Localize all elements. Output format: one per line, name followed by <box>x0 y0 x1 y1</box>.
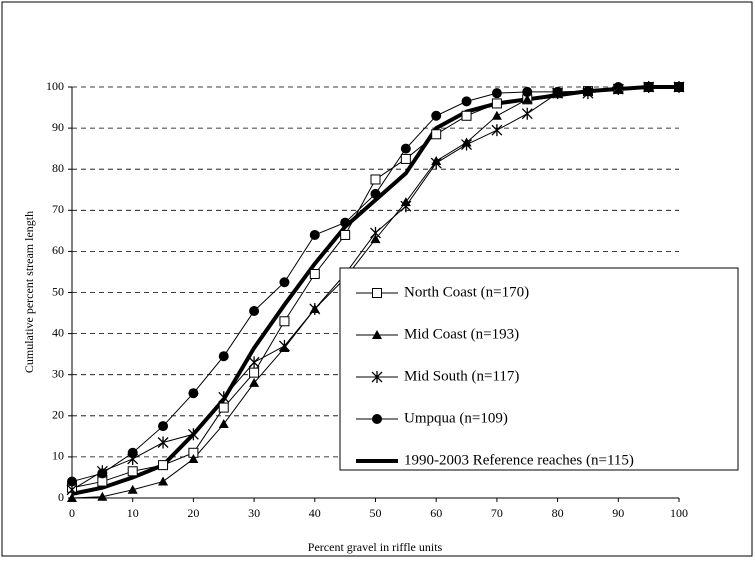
legend-label: Umpqua (n=109) <box>404 410 508 426</box>
marker <box>491 124 503 137</box>
marker <box>249 305 260 316</box>
marker <box>218 391 230 404</box>
marker <box>97 476 108 487</box>
y-tick-label: 0 <box>58 490 64 504</box>
y-tick-label: 70 <box>52 202 64 216</box>
marker <box>400 200 412 213</box>
marker <box>430 157 442 170</box>
marker <box>97 491 108 501</box>
marker <box>278 339 290 352</box>
marker <box>372 288 382 298</box>
marker <box>309 302 321 315</box>
x-axis-title: Percent gravel in riffle units <box>308 540 443 554</box>
marker <box>491 98 502 109</box>
y-tick-label: 50 <box>52 284 64 298</box>
x-tick-label: 50 <box>370 506 382 520</box>
x-tick-label: 0 <box>69 506 75 520</box>
x-tick-label: 10 <box>127 506 139 520</box>
marker <box>158 476 169 486</box>
marker <box>461 138 473 151</box>
series-line <box>71 85 679 496</box>
x-tick-label: 70 <box>491 506 503 520</box>
marker <box>158 460 169 471</box>
marker <box>370 188 381 199</box>
marker <box>461 96 472 107</box>
marker <box>218 351 229 362</box>
legend-box <box>339 267 739 471</box>
marker <box>400 153 411 164</box>
marker <box>491 88 502 99</box>
marker <box>67 493 77 502</box>
marker <box>370 174 381 185</box>
marker <box>521 107 533 120</box>
marker <box>309 269 320 280</box>
marker <box>309 229 320 240</box>
marker <box>522 86 533 97</box>
marker <box>127 466 138 477</box>
marker <box>431 110 442 121</box>
legend-label: Mid Coast (n=193) <box>404 326 519 342</box>
marker <box>218 419 229 429</box>
y-axis-title: Cumulative percent stream length <box>22 211 36 373</box>
marker <box>249 367 260 378</box>
y-tick-label: 20 <box>52 408 64 422</box>
x-tick-label: 30 <box>248 506 260 520</box>
x-tick-label: 40 <box>309 506 321 520</box>
marker <box>157 436 169 449</box>
marker <box>218 402 229 413</box>
marker <box>340 229 351 240</box>
marker <box>613 82 624 92</box>
y-tick-label: 60 <box>52 243 64 257</box>
marker <box>187 428 199 441</box>
marker <box>97 468 108 479</box>
marker <box>249 377 260 387</box>
marker <box>643 82 654 92</box>
marker <box>400 143 411 154</box>
y-tick-label: 90 <box>52 120 64 134</box>
marker <box>522 94 533 104</box>
marker <box>370 226 381 239</box>
marker <box>127 447 138 458</box>
marker <box>158 421 169 432</box>
marker <box>674 82 684 92</box>
marker <box>248 356 260 369</box>
marker <box>279 277 290 288</box>
marker <box>582 86 593 97</box>
legend-label: 1990-2003 Reference reaches (n=115) <box>404 452 634 468</box>
marker <box>127 484 138 494</box>
marker <box>279 316 290 327</box>
legend: North Coast (n=170) Mid Coast (n=193) Mid … <box>339 267 739 471</box>
marker <box>552 86 563 97</box>
y-tick-label: 10 <box>52 449 64 463</box>
y-tick-label: 40 <box>52 325 64 339</box>
marker <box>188 453 199 463</box>
y-tick-label: 30 <box>52 366 64 380</box>
x-tick-label: 90 <box>612 506 624 520</box>
legend-label: North Coast (n=170) <box>404 284 529 300</box>
marker <box>188 388 199 399</box>
y-tick-label: 100 <box>46 79 64 93</box>
y-tick-label: 80 <box>52 161 64 175</box>
marker <box>372 330 382 339</box>
marker <box>431 129 442 140</box>
marker <box>340 217 351 228</box>
marker <box>461 110 472 121</box>
x-tick-label: 80 <box>552 506 564 520</box>
marker <box>372 414 382 424</box>
marker <box>491 110 502 120</box>
x-tick-label: 100 <box>670 506 688 520</box>
legend-label: Mid South (n=117) <box>404 368 519 384</box>
marker <box>371 371 383 383</box>
marker <box>67 476 77 487</box>
x-tick-label: 20 <box>187 506 199 520</box>
x-tick-label: 60 <box>430 506 442 520</box>
